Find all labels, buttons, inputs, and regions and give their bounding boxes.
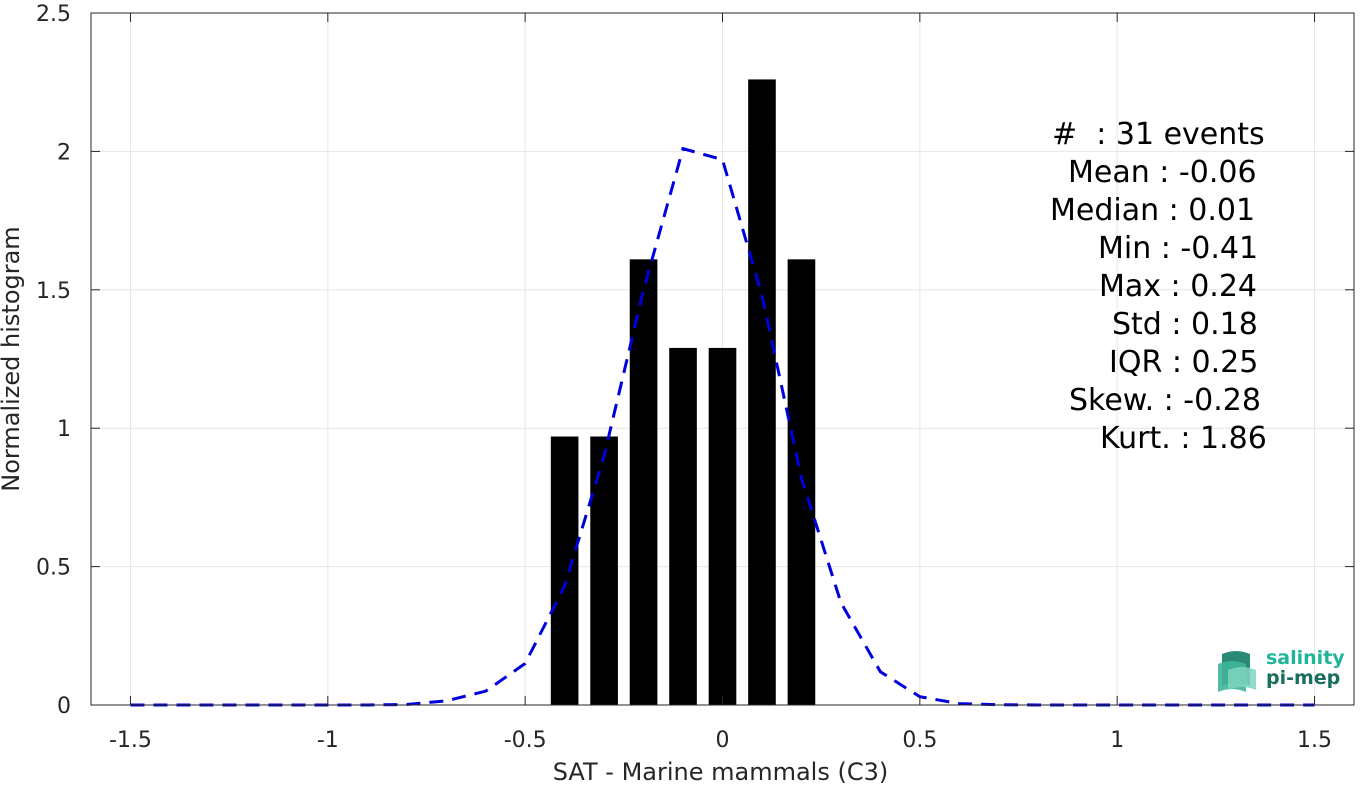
y-tick-label: 2 — [57, 140, 71, 165]
y-tick-label: 0.5 — [36, 556, 71, 581]
stat-skew: Skew. : -0.28 — [1069, 383, 1261, 418]
x-tick-label: 0.5 — [902, 728, 937, 753]
stat-median: Median : 0.01 — [1050, 193, 1256, 228]
x-tick-label: 1 — [1110, 728, 1124, 753]
stat-mean: Mean : -0.06 — [1068, 155, 1257, 190]
histogram-bars — [550, 79, 816, 705]
histogram-bar — [590, 436, 618, 705]
histogram-bar — [748, 79, 776, 705]
stat-min: Min : -0.41 — [1098, 231, 1259, 266]
x-tick-label: -1.5 — [109, 728, 152, 753]
axis-ticks: -1.5 -1 -0.5 0 0.5 1 1.5 0 0.5 1 1.5 2 2.5 — [36, 2, 1354, 753]
histogram-bar — [669, 347, 697, 705]
x-tick-label: -0.5 — [504, 728, 547, 753]
y-tick-label: 0 — [57, 694, 71, 719]
x-tick-label: 1.5 — [1297, 728, 1332, 753]
stat-std: Std : 0.18 — [1112, 307, 1258, 342]
histogram-bar — [708, 347, 737, 705]
salinity-pimep-logo: salinity pi-mep — [1216, 646, 1346, 694]
y-axis-label: Normalized histogram — [0, 226, 25, 491]
logo-text: salinity pi-mep — [1266, 648, 1345, 688]
logo-waves-icon — [1218, 651, 1256, 692]
x-tick-label: -1 — [317, 728, 339, 753]
y-tick-label: 2.5 — [36, 2, 71, 27]
stat-iqr: IQR : 0.25 — [1109, 345, 1259, 380]
logo-line-1: salinity — [1266, 647, 1345, 669]
histogram-bar — [550, 436, 579, 705]
x-tick-label: 0 — [716, 728, 730, 753]
histogram-bar — [629, 259, 658, 705]
stat-max: Max : 0.24 — [1099, 269, 1257, 304]
logo-line-2: pi-mep — [1266, 667, 1341, 689]
y-tick-label: 1 — [57, 417, 71, 442]
stat-kurt: Kurt. : 1.86 — [1100, 421, 1267, 456]
x-axis-label: SAT - Marine mammals (C3) — [553, 758, 888, 785]
y-tick-label: 1.5 — [36, 279, 71, 304]
stat-count: # : 31 events — [1052, 117, 1265, 152]
stats-box: # : 31 events Mean : -0.06 Median : 0.01… — [1040, 116, 1290, 458]
